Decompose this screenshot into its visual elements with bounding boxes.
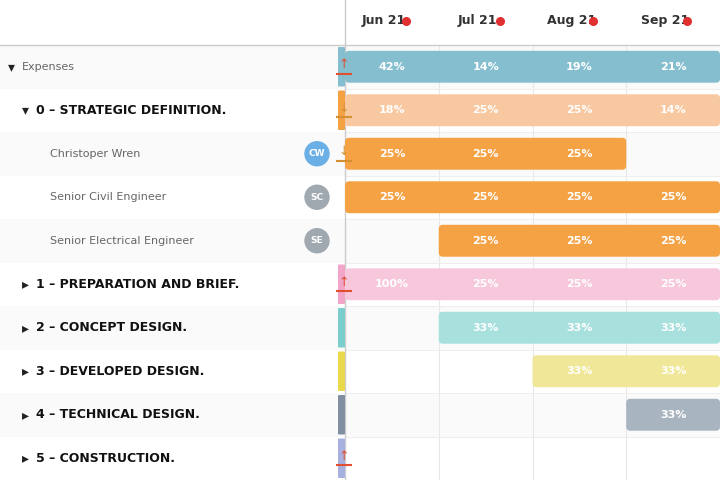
FancyBboxPatch shape bbox=[533, 355, 720, 387]
Text: 25%: 25% bbox=[660, 236, 686, 246]
Text: 25%: 25% bbox=[566, 279, 593, 289]
Text: 33%: 33% bbox=[566, 323, 593, 333]
Text: ▾: ▾ bbox=[22, 103, 29, 117]
Text: 25%: 25% bbox=[566, 192, 593, 202]
Bar bbox=[0, 306, 720, 349]
Text: ↑: ↑ bbox=[338, 450, 349, 463]
Text: 1 – PREPARATION AND BRIEF.: 1 – PREPARATION AND BRIEF. bbox=[36, 278, 239, 291]
Text: 25%: 25% bbox=[566, 149, 593, 159]
FancyBboxPatch shape bbox=[338, 264, 345, 304]
Text: 0 – STRATEGIC DEFINITION.: 0 – STRATEGIC DEFINITION. bbox=[36, 104, 226, 117]
Text: 14%: 14% bbox=[660, 105, 686, 115]
FancyBboxPatch shape bbox=[0, 0, 720, 45]
Text: 25%: 25% bbox=[472, 192, 499, 202]
Text: SE: SE bbox=[311, 236, 323, 245]
Text: Sep 21: Sep 21 bbox=[641, 14, 689, 27]
Text: 25%: 25% bbox=[472, 236, 499, 246]
Text: ↓: ↓ bbox=[338, 102, 349, 115]
Text: ▸: ▸ bbox=[22, 321, 29, 335]
Text: Senior Electrical Engineer: Senior Electrical Engineer bbox=[50, 236, 194, 246]
FancyBboxPatch shape bbox=[338, 91, 345, 130]
Text: Expenses: Expenses bbox=[22, 62, 75, 72]
Text: ▾: ▾ bbox=[8, 60, 15, 74]
Text: ↑: ↑ bbox=[338, 276, 349, 289]
Circle shape bbox=[305, 185, 329, 209]
Text: Jun 21: Jun 21 bbox=[361, 14, 406, 27]
FancyBboxPatch shape bbox=[345, 268, 720, 300]
Text: ↑: ↑ bbox=[338, 58, 349, 71]
Bar bbox=[0, 393, 720, 436]
Text: 42%: 42% bbox=[379, 62, 405, 72]
Text: 4 – TECHNICAL DESIGN.: 4 – TECHNICAL DESIGN. bbox=[36, 408, 200, 421]
Text: 33%: 33% bbox=[472, 323, 499, 333]
Text: 5 – CONSTRUCTION.: 5 – CONSTRUCTION. bbox=[36, 452, 175, 465]
Text: 25%: 25% bbox=[379, 192, 405, 202]
Text: 19%: 19% bbox=[566, 62, 593, 72]
Text: 18%: 18% bbox=[379, 105, 405, 115]
Text: 25%: 25% bbox=[472, 149, 499, 159]
FancyBboxPatch shape bbox=[438, 312, 720, 344]
Text: 25%: 25% bbox=[566, 105, 593, 115]
Bar bbox=[0, 219, 720, 263]
FancyBboxPatch shape bbox=[338, 308, 345, 348]
Text: ↓: ↓ bbox=[338, 145, 349, 158]
Circle shape bbox=[305, 229, 329, 253]
FancyBboxPatch shape bbox=[626, 399, 720, 431]
Text: 25%: 25% bbox=[379, 149, 405, 159]
Text: Senior Civil Engineer: Senior Civil Engineer bbox=[50, 192, 166, 202]
FancyBboxPatch shape bbox=[338, 351, 345, 391]
Circle shape bbox=[305, 142, 329, 166]
Text: Christoper Wren: Christoper Wren bbox=[50, 149, 140, 159]
FancyBboxPatch shape bbox=[338, 395, 345, 434]
Text: 3 – DEVELOPED DESIGN.: 3 – DEVELOPED DESIGN. bbox=[36, 365, 204, 378]
Text: 33%: 33% bbox=[660, 410, 686, 420]
FancyBboxPatch shape bbox=[345, 94, 720, 126]
Text: Jul 21: Jul 21 bbox=[458, 14, 498, 27]
Bar bbox=[0, 132, 720, 176]
Text: ▸: ▸ bbox=[22, 277, 29, 291]
FancyBboxPatch shape bbox=[345, 181, 720, 213]
Text: 14%: 14% bbox=[472, 62, 499, 72]
Text: 25%: 25% bbox=[566, 236, 593, 246]
Text: 100%: 100% bbox=[375, 279, 409, 289]
FancyBboxPatch shape bbox=[345, 51, 720, 83]
FancyBboxPatch shape bbox=[438, 225, 720, 257]
Text: SC: SC bbox=[310, 193, 323, 202]
FancyBboxPatch shape bbox=[345, 138, 626, 170]
FancyBboxPatch shape bbox=[338, 47, 345, 86]
Text: CW: CW bbox=[309, 149, 325, 158]
Text: ▸: ▸ bbox=[22, 451, 29, 465]
Text: 25%: 25% bbox=[660, 192, 686, 202]
Text: 33%: 33% bbox=[660, 323, 686, 333]
Text: ▸: ▸ bbox=[22, 408, 29, 422]
Text: ▸: ▸ bbox=[22, 364, 29, 378]
Text: 33%: 33% bbox=[566, 366, 593, 376]
Text: 25%: 25% bbox=[472, 279, 499, 289]
Text: 25%: 25% bbox=[660, 279, 686, 289]
Text: Aug 21: Aug 21 bbox=[546, 14, 596, 27]
Text: 25%: 25% bbox=[472, 105, 499, 115]
Bar bbox=[0, 45, 720, 88]
Text: 21%: 21% bbox=[660, 62, 686, 72]
Text: 2 – CONCEPT DESIGN.: 2 – CONCEPT DESIGN. bbox=[36, 321, 187, 334]
Text: 33%: 33% bbox=[660, 366, 686, 376]
FancyBboxPatch shape bbox=[338, 439, 345, 478]
